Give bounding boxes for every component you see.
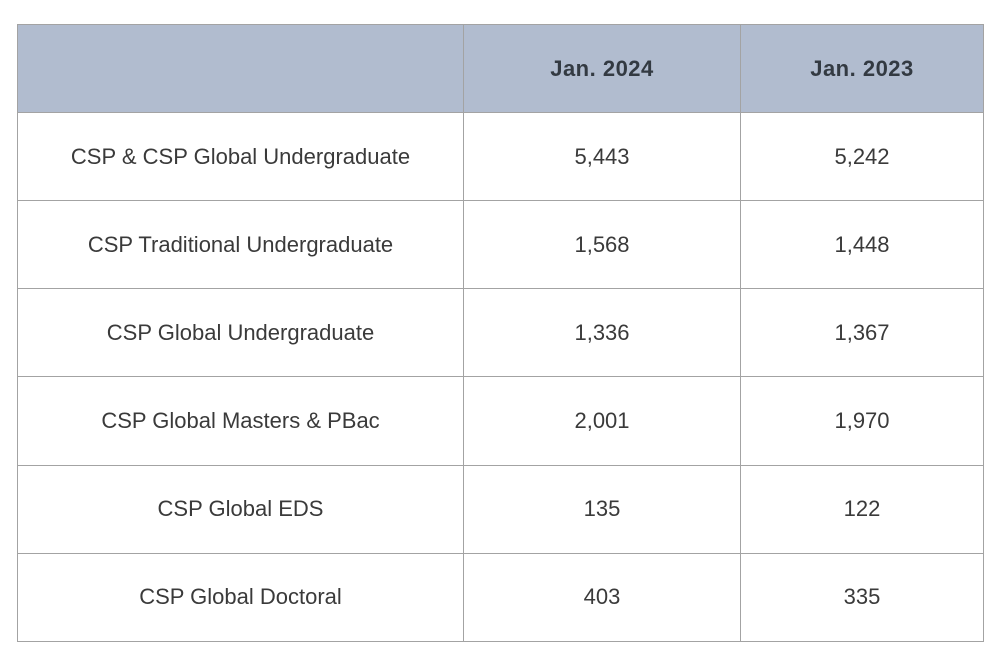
cell-jan-2023: 335	[740, 552, 984, 643]
cell-jan-2023: 5,242	[740, 111, 984, 202]
cell-jan-2024: 403	[463, 552, 741, 643]
cell-jan-2024: 135	[463, 464, 741, 554]
cell-jan-2023: 1,448	[740, 200, 984, 290]
row-label: CSP Global EDS	[17, 464, 464, 554]
row-label: CSP Global Masters & PBac	[17, 376, 464, 466]
row-label: CSP & CSP Global Undergraduate	[17, 111, 464, 202]
enrollment-table-container: Jan. 2024 Jan. 2023 CSP & CSP Global Und…	[17, 24, 984, 643]
cell-jan-2024: 1,568	[463, 200, 741, 290]
table-row: CSP Global Undergraduate 1,336 1,367	[17, 288, 984, 378]
cell-jan-2023: 1,970	[740, 376, 984, 466]
table-row: CSP Traditional Undergraduate 1,568 1,44…	[17, 200, 984, 290]
header-cell-label	[17, 24, 464, 113]
table-row: CSP Global Masters & PBac 2,001 1,970	[17, 376, 984, 466]
cell-jan-2024: 5,443	[463, 111, 741, 202]
cell-jan-2024: 2,001	[463, 376, 741, 466]
row-label: CSP Global Doctoral	[17, 552, 464, 643]
header-cell-jan-2023: Jan. 2023	[740, 24, 984, 113]
row-label: CSP Global Undergraduate	[17, 288, 464, 378]
cell-jan-2023: 1,367	[740, 288, 984, 378]
table-row: CSP Global Doctoral 403 335	[17, 552, 984, 643]
cell-jan-2024: 1,336	[463, 288, 741, 378]
table-header-row: Jan. 2024 Jan. 2023	[17, 24, 984, 113]
header-cell-jan-2024: Jan. 2024	[463, 24, 741, 113]
row-label: CSP Traditional Undergraduate	[17, 200, 464, 290]
cell-jan-2023: 122	[740, 464, 984, 554]
table-row: CSP Global EDS 135 122	[17, 464, 984, 554]
table-row: CSP & CSP Global Undergraduate 5,443 5,2…	[17, 111, 984, 202]
enrollment-table: Jan. 2024 Jan. 2023 CSP & CSP Global Und…	[17, 24, 984, 643]
